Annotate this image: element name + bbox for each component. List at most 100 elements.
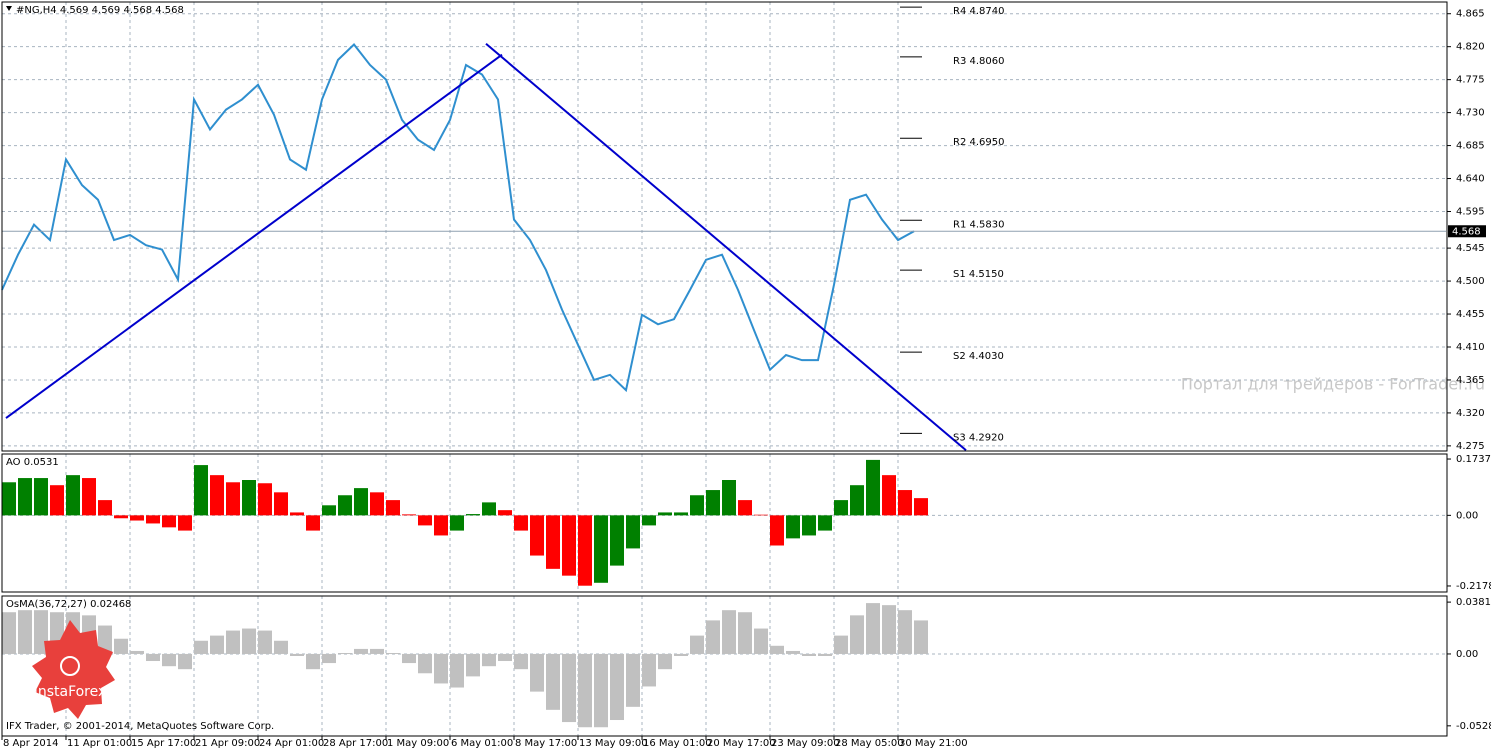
histogram-bar [114,638,128,654]
histogram-bar [738,612,752,654]
histogram-bar [98,625,112,654]
histogram-bar [738,500,752,516]
histogram-bar [498,510,512,516]
histogram-bar [354,488,368,516]
menu-arrow[interactable] [6,6,12,11]
histogram-bar [146,653,160,662]
watermark: Портал для трейдеров - ForTrader.ru [1181,375,1485,394]
price-panel [1,1,1448,452]
logo-icon [60,656,80,676]
x-tick-label: 1 May 09:00 [387,738,449,749]
current-price-label: 4.568 [1452,226,1481,237]
y-tick-label: 4.275 [1456,441,1485,452]
histogram-bar [2,482,16,516]
histogram-bar [898,490,912,516]
histogram-bar [210,635,224,654]
x-tick-label: 21 Apr 09:00 [195,738,260,749]
histogram-bar [514,653,528,670]
histogram-bar [306,515,320,531]
x-tick-label: 6 May 01:00 [451,738,513,749]
y-tick-label: 4.820 [1456,42,1485,53]
histogram-bar [690,635,704,654]
y-tick-label: -0.2178 [1456,581,1491,592]
histogram-bar [210,475,224,516]
logo-text: InstaForex [34,684,107,700]
histogram-bar [514,515,528,531]
histogram-bar [850,615,864,654]
histogram-bar [386,653,400,654]
pivot-label: S3 4.2920 [953,432,1004,443]
histogram-bar [626,653,640,707]
marks-layer [1,6,1446,728]
histogram-bar [866,459,880,516]
histogram-bar [642,653,656,687]
histogram-bar [594,653,608,728]
histogram-bar [418,515,432,526]
histogram-bar [578,515,592,586]
panel-title: OsMA(36,72,27) 0.02468 [6,599,131,610]
histogram-bar [642,515,656,526]
pivot-label: R2 4.6950 [953,137,1004,148]
y-tick-label: 4.410 [1456,342,1485,353]
histogram-bar [818,515,832,531]
pivot-label: R3 4.8060 [953,56,1004,67]
histogram-bar [18,478,32,516]
histogram-bar [706,620,720,654]
histogram-bar [322,653,336,664]
histogram-bar [626,515,640,549]
histogram-bar [290,512,304,516]
histogram-bar [146,515,160,524]
x-tick-label: 13 May 09:00 [579,738,648,749]
histogram-bar [130,515,144,521]
histogram-bar [66,475,80,516]
histogram-bar [690,495,704,516]
trend-line [5,53,503,419]
histogram-bar [594,515,608,583]
pivot-label: S2 4.4030 [953,351,1004,362]
copyright: IFX Trader, © 2001-2014, MetaQuotes Soft… [6,721,274,732]
x-tick-label: 30 May 21:00 [899,738,968,749]
histogram-bar [178,515,192,531]
histogram-bar [898,610,912,654]
y-tick-label: -0.05287 [1456,721,1491,732]
histogram-bar [338,495,352,516]
histogram-bar [338,653,352,654]
y-tick-label: 4.775 [1456,75,1485,86]
y-tick-label: 4.320 [1456,408,1485,419]
histogram-bar [914,498,928,516]
x-tick-label: 28 Apr 17:00 [323,738,388,749]
histogram-bar [402,653,416,664]
histogram-bar [274,640,288,654]
histogram-bar [82,478,96,516]
histogram-bar [818,653,832,656]
histogram-bar [610,515,624,566]
histogram-bar [834,635,848,654]
x-tick-label: 23 May 09:00 [771,738,840,749]
histogram-bar [258,483,272,516]
histogram-bar [914,620,928,654]
histogram-bar [434,515,448,536]
histogram-bar [546,653,560,710]
histogram-bar [450,515,464,531]
histogram-bar [770,645,784,654]
y-tick-label: 0.03814 [1456,597,1491,608]
x-tick-label: 28 May 05:00 [835,738,904,749]
histogram-bar [2,612,16,654]
histogram-bar [802,515,816,536]
histogram-bar [386,500,400,516]
histogram-bar [194,465,208,516]
histogram-bar [546,515,560,569]
histogram-bar [258,630,272,654]
histogram-bar [274,492,288,516]
histogram-bar [242,628,256,654]
panel-title: AO 0.0531 [6,457,59,468]
y-tick-label: 4.865 [1456,9,1485,20]
y-tick-label: 4.545 [1456,243,1485,254]
histogram-bar [482,653,496,667]
y-tick-label: 4.730 [1456,108,1485,119]
pivot-label: R1 4.5830 [953,219,1004,230]
y-tick-label: 4.365 [1456,375,1485,386]
histogram-bar [786,515,800,539]
y-tick-label: 4.595 [1456,206,1485,217]
